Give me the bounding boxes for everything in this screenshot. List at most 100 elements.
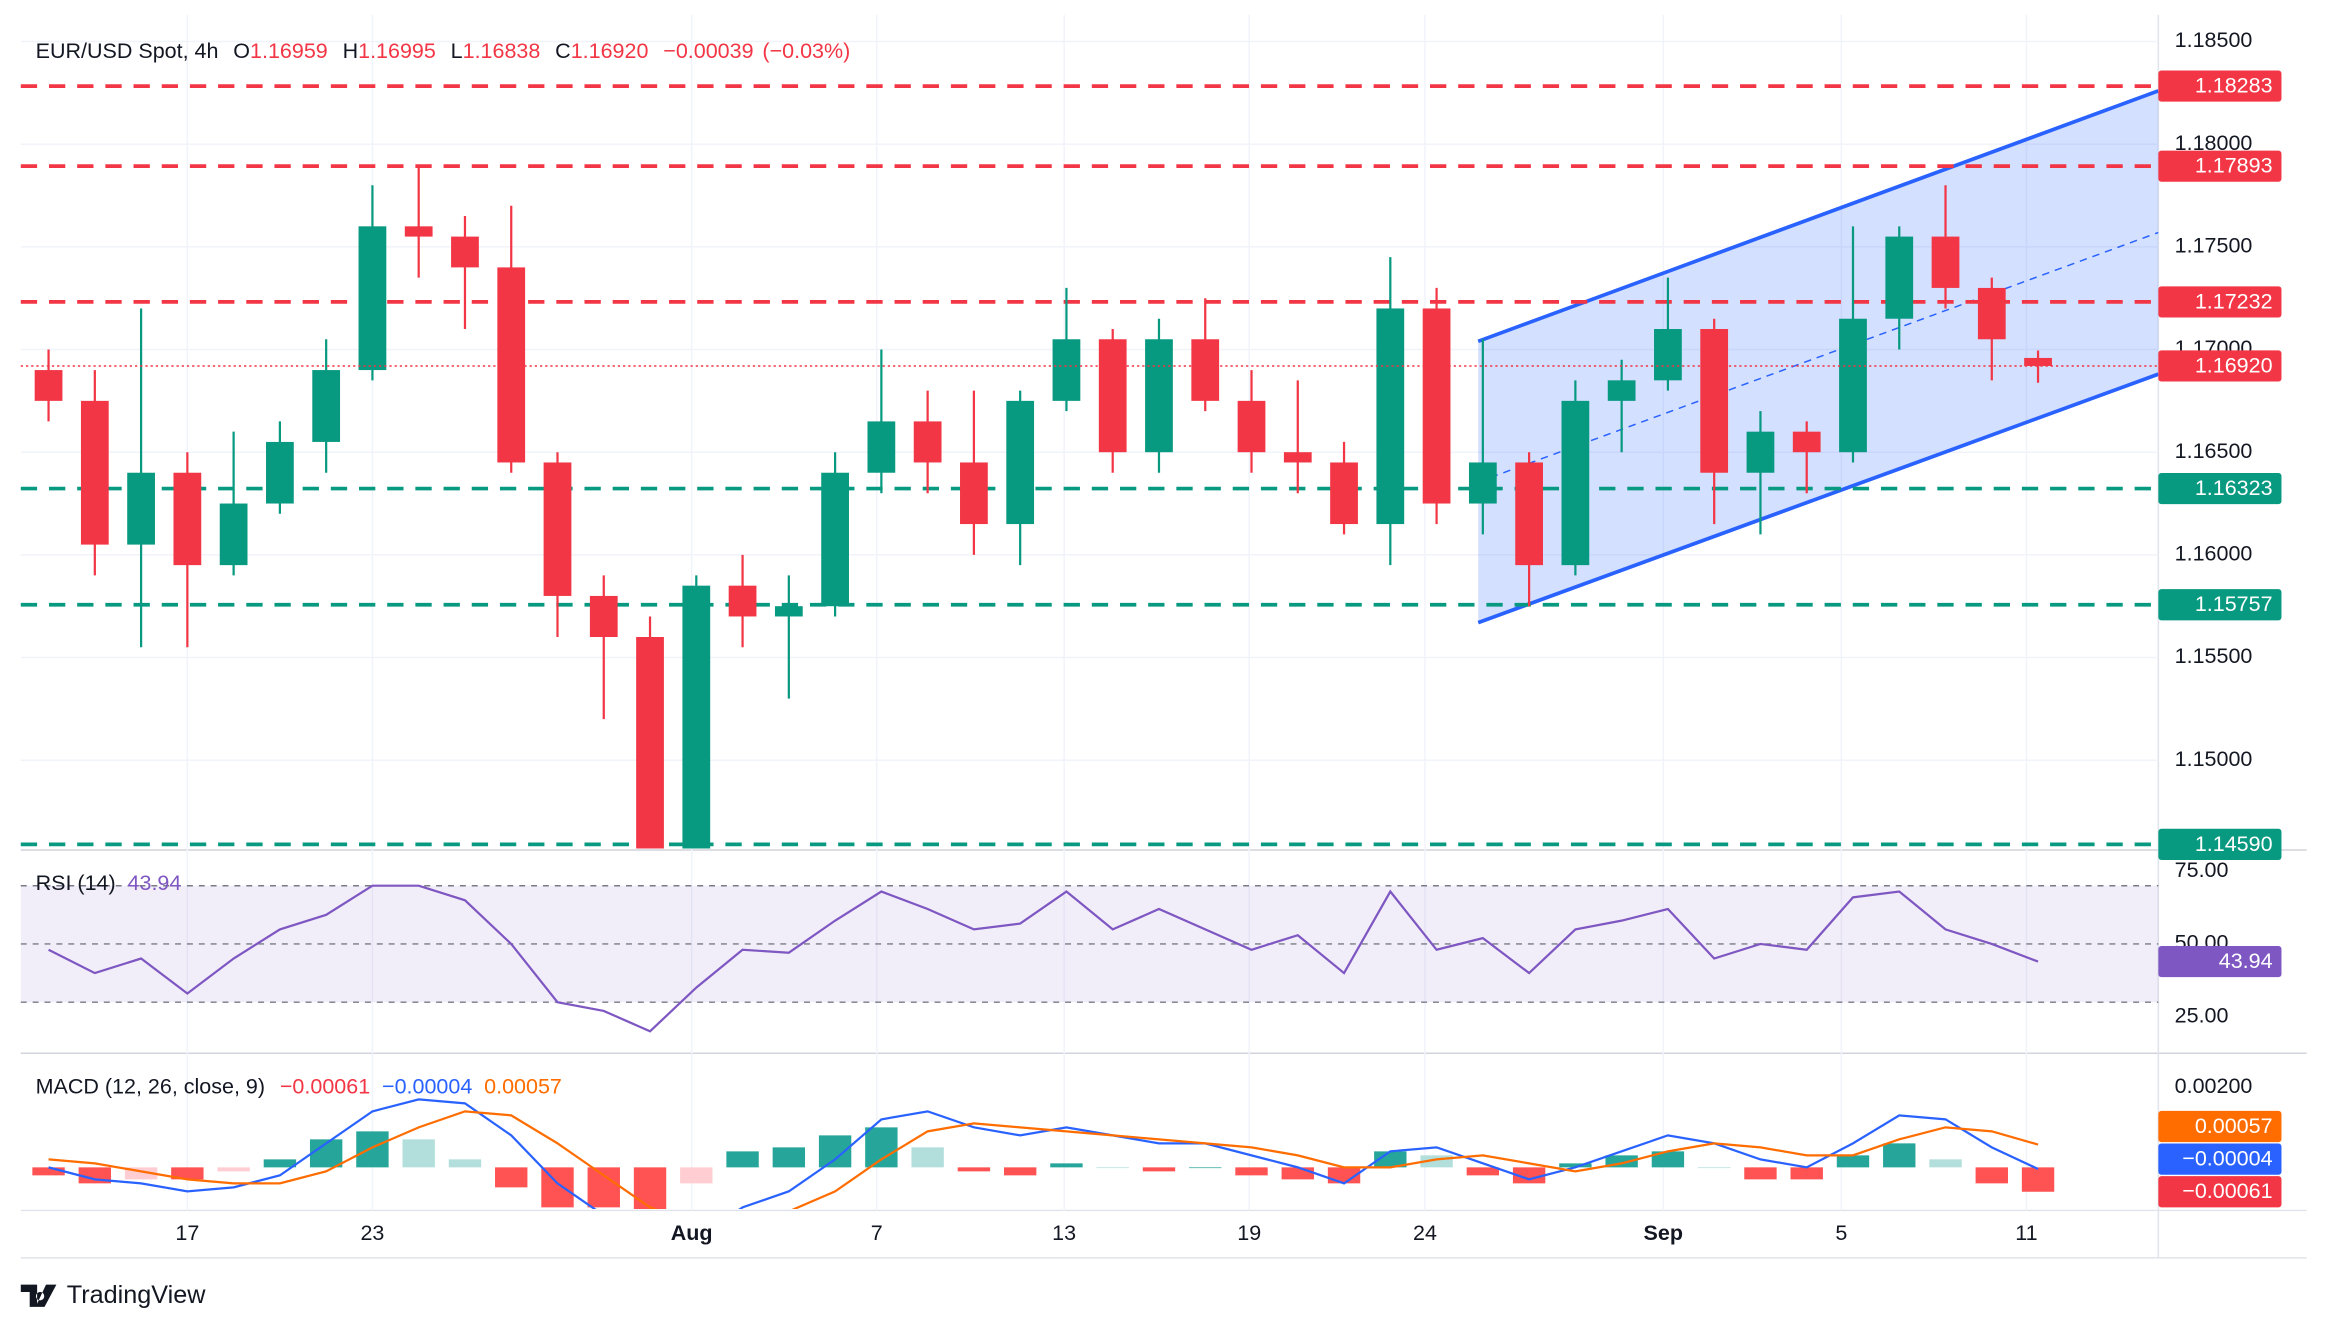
histogram-bar — [1836, 1155, 1870, 1168]
level-badge-text: 1.14590 — [2195, 832, 2273, 856]
histogram-bar — [171, 1167, 204, 1180]
candle-body — [774, 606, 803, 617]
x-tick-label: 24 — [1413, 1221, 1437, 1245]
candle-body — [1145, 339, 1173, 453]
brand-logo: TradingView — [20, 1281, 206, 1309]
ohlc-key: L — [451, 39, 463, 63]
channel-lower — [1477, 372, 2159, 625]
y-tick-label: 1.16000 — [2175, 542, 2253, 566]
ohlc-value: 1.16838 — [463, 39, 541, 63]
rsi-badge-text: 43.94 — [2219, 949, 2273, 973]
histogram-bar — [1883, 1143, 1916, 1168]
candle-body — [127, 472, 155, 545]
candle-body — [358, 226, 387, 371]
candle-body — [1885, 236, 1914, 319]
level-badge-text: 1.15757 — [2195, 592, 2273, 616]
y-tick-label: 0.00200 — [2175, 1074, 2253, 1098]
histogram-bar — [1327, 1167, 1361, 1184]
ohlc-value: 1.16995 — [358, 39, 436, 63]
histogram-bar — [448, 1159, 482, 1168]
rsi-value: 43.94 — [128, 871, 182, 895]
histogram-bar — [1605, 1155, 1638, 1168]
x-tick-label: 17 — [175, 1221, 199, 1245]
ohlc-key: C — [555, 39, 571, 63]
candle-body — [821, 472, 849, 607]
histogram-bar — [957, 1167, 991, 1172]
brand-name: TradingView — [67, 1281, 206, 1309]
histogram-bar — [217, 1167, 250, 1172]
candle-body — [543, 462, 572, 596]
candle-body — [1191, 339, 1220, 401]
x-tick-label: 5 — [1835, 1221, 1847, 1245]
candle-body — [2024, 357, 2052, 366]
channel-middle — [1477, 231, 2159, 483]
histogram-bar — [911, 1147, 944, 1168]
signal-value: 0.00057 — [484, 1074, 562, 1098]
histogram-bar — [1003, 1167, 1037, 1176]
candle-body — [1098, 339, 1127, 453]
y-tick-label: 1.17500 — [2175, 234, 2253, 258]
y-tick-label: 1.18500 — [2175, 28, 2253, 52]
histogram-bar — [495, 1167, 528, 1188]
ohlc-value: 1.16920 — [571, 39, 649, 63]
histogram-bar — [1651, 1151, 1685, 1168]
level-badge — [2158, 70, 2282, 102]
histogram-bar — [1744, 1167, 1777, 1180]
candle-body — [1052, 339, 1081, 401]
histogram-bar — [1189, 1167, 1222, 1169]
last-price-badge-text: 1.16920 — [2195, 353, 2273, 377]
level-badge-text: 1.16323 — [2195, 476, 2273, 500]
candle-body — [1376, 308, 1405, 525]
signal-badge-text: 0.00057 — [2195, 1114, 2273, 1138]
plot-layer: 17 23 Aug 7 13 19 24 Sep 5 111.185001.180001.1750… — [20, 14, 2253, 1245]
candle-body — [173, 472, 202, 566]
histogram-bar — [1420, 1155, 1453, 1168]
macd-header: MACD (12, 26, close, 9) −0.00061 −0.00004 0… — [36, 1074, 562, 1098]
x-tick-label: 13 — [1052, 1221, 1076, 1245]
indicator-name: MACD (12, 26, close, 9) — [36, 1074, 265, 1098]
x-tick-label: 23 — [360, 1221, 384, 1245]
logo-icon — [20, 1284, 57, 1307]
level-badge-text: 1.17893 — [2195, 154, 2273, 178]
histogram-bar — [402, 1139, 435, 1168]
level-badge — [2158, 286, 2282, 318]
level-badge-text: 1.18283 — [2195, 73, 2273, 97]
histogram-bar — [263, 1159, 297, 1168]
histogram-bar — [2021, 1167, 2055, 1192]
y-tick-label: 1.15500 — [2175, 644, 2253, 668]
histogram-bar — [772, 1147, 806, 1168]
level-badge — [2158, 150, 2282, 182]
y-tick-label: 25.00 — [2175, 1003, 2229, 1027]
histogram-bar — [356, 1131, 389, 1168]
histogram-bar — [124, 1167, 158, 1180]
histogram-bar — [1697, 1167, 1731, 1169]
candle-body — [728, 585, 757, 617]
channel-upper — [1477, 89, 2159, 344]
histogram-bar — [680, 1167, 713, 1184]
candle-body — [451, 236, 479, 268]
histogram-bar — [587, 1167, 620, 1208]
candle-body — [497, 267, 526, 463]
y-tick-label: 75.00 — [2175, 858, 2229, 882]
rsi-line — [48, 884, 2039, 1033]
histogram-bar — [1466, 1167, 1500, 1176]
candle-body — [1700, 328, 1729, 473]
candle-body — [1607, 380, 1636, 401]
histogram-bar — [633, 1167, 667, 1209]
candle-body — [404, 226, 433, 237]
signal-badge — [2158, 1110, 2282, 1143]
histogram-bar — [1374, 1151, 1407, 1168]
ohlc-key: H — [343, 39, 359, 63]
level-badge-text: 1.17232 — [2195, 289, 2273, 313]
change-percent: (−0.03%) — [762, 39, 850, 63]
histogram-bar — [1929, 1159, 1962, 1168]
symbol: EUR/USD Spot, 4h — [36, 39, 219, 63]
macd-line — [48, 1098, 2039, 1209]
last-price-badge — [2158, 350, 2282, 382]
histogram-bar — [1281, 1167, 1314, 1180]
histogram-bar — [726, 1151, 759, 1168]
level-badge — [2158, 589, 2282, 621]
candle-body — [1237, 400, 1266, 453]
candle-body — [1792, 431, 1821, 453]
